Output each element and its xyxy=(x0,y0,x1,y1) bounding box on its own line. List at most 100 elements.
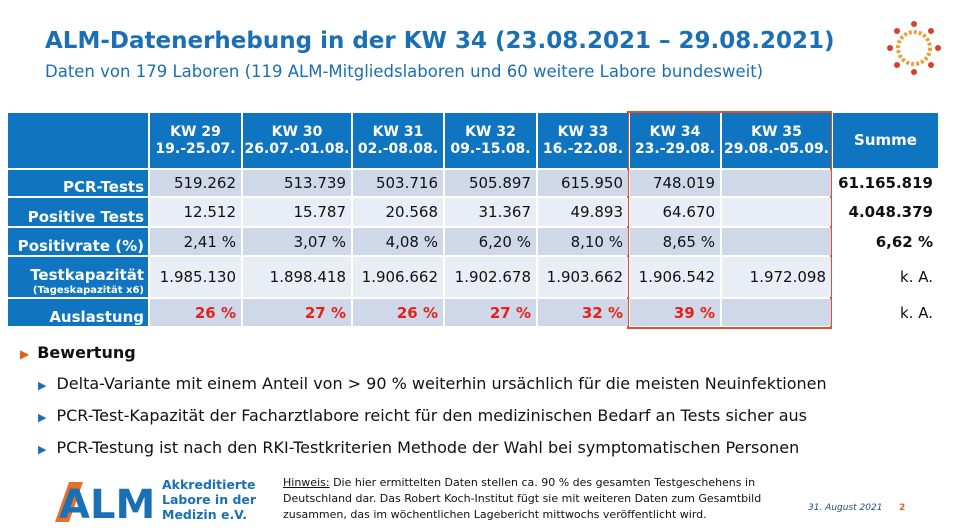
column-header-line: 26.07.-01.08. xyxy=(244,140,350,157)
table-cell: 49.893 xyxy=(538,198,628,226)
column-header: KW 32 09.-15.08. xyxy=(445,113,536,168)
column-header-line: KW 32 xyxy=(465,123,516,140)
column-header-line: KW 31 xyxy=(372,123,424,140)
table-cell: 31.367 xyxy=(445,198,536,226)
logo-line: Akkreditierte xyxy=(162,477,256,492)
date: 31. August 2021 xyxy=(808,503,883,513)
column-header: KW 29 19.-25.07. xyxy=(150,113,241,168)
column-header: KW 34 23.-29.08. xyxy=(630,113,720,168)
column-header: KW 31 02.-08.08. xyxy=(353,113,443,168)
row-label-line: Positivrate (%) xyxy=(17,237,144,255)
table-cell: 4,08 % xyxy=(353,228,443,255)
table-cell: 20.568 xyxy=(353,198,443,226)
column-header-line: KW 35 xyxy=(751,123,802,140)
column-header-line: KW 30 xyxy=(271,123,323,140)
table-cell: 64.670 xyxy=(630,198,720,226)
row-label-line: Testkapazität xyxy=(30,266,144,284)
table-cell: 1.903.662 xyxy=(538,257,628,297)
table-cell: 513.739 xyxy=(243,170,351,196)
table-cell: 6,20 % xyxy=(445,228,536,255)
column-header: KW 35 29.08.-05.09. xyxy=(722,113,831,168)
item-text: PCR-Test-Kapazität der Facharztlabore re… xyxy=(56,406,807,425)
table-cell: 615.950 xyxy=(538,170,628,196)
row-label-line: Positive Tests xyxy=(27,208,144,226)
bewertung-item: ▶ PCR-Testung ist nach den RKI-Testkriter… xyxy=(38,438,799,457)
table-cell xyxy=(722,228,831,255)
column-header-line: KW 34 xyxy=(649,123,701,140)
table-cell: 8,65 % xyxy=(630,228,720,255)
row-label: PCR-Tests xyxy=(8,170,148,196)
row-label: Auslastung xyxy=(8,299,148,326)
note: Hinweis: Die hier ermittelten Daten stel… xyxy=(283,475,763,523)
table-cell: 2,41 % xyxy=(150,228,241,255)
row-label-line: PCR-Tests xyxy=(62,178,144,196)
page-number: 2 xyxy=(899,503,906,513)
table-cell: 3,07 % xyxy=(243,228,351,255)
bullet: ▶ xyxy=(38,411,47,424)
column-header: KW 33 16.-22.08. xyxy=(538,113,628,168)
table-cell: 6,62 % xyxy=(833,228,938,255)
alm-logo: ALM xyxy=(55,482,155,523)
table-cell xyxy=(722,299,831,326)
column-header-line: Summe xyxy=(854,131,917,149)
table-cell: 61.165.819 xyxy=(833,170,938,196)
row-label: Positive Tests xyxy=(8,198,148,226)
table-cell: 1.902.678 xyxy=(445,257,536,297)
table-cell: 8,10 % xyxy=(538,228,628,255)
note-text: Die hier ermittelten Daten stellen ca. 9… xyxy=(283,476,762,521)
table-cell: 1.906.542 xyxy=(630,257,720,297)
column-header: Summe xyxy=(833,113,938,168)
column-header-line: 29.08.-05.09. xyxy=(723,140,829,157)
table-cell: 505.897 xyxy=(445,170,536,196)
table-cell xyxy=(722,198,831,226)
logo-line: Medizin e.V. xyxy=(162,507,247,522)
row-label-line: (Tageskapazität x6) xyxy=(32,285,144,296)
table-cell: 39 % xyxy=(630,299,720,326)
column-header-line: 19.-25.07. xyxy=(155,140,236,157)
table-cell: 748.019 xyxy=(630,170,720,196)
table-cell: 1.985.130 xyxy=(150,257,241,297)
column-header-line: KW 29 xyxy=(170,123,221,140)
column-header-line: 09.-15.08. xyxy=(450,140,531,157)
column-header-line: KW 33 xyxy=(557,123,609,140)
logo-line: Labore in der xyxy=(162,492,257,507)
row-label: Positivrate (%) xyxy=(8,228,148,255)
highlight-box xyxy=(627,111,832,329)
table-cell: k. A. xyxy=(833,299,938,326)
table-cell xyxy=(722,170,831,196)
logo-text: ALM xyxy=(59,482,155,523)
subtitle: Daten von 179 Laboren (119 ALM-Mitglieds… xyxy=(45,62,764,81)
item-text: PCR-Testung ist nach den RKI-Testkriteri… xyxy=(56,438,800,457)
table-cell: 27 % xyxy=(243,299,351,326)
table-cell: 27 % xyxy=(445,299,536,326)
table-cell: 12.512 xyxy=(150,198,241,226)
table-cell: 1.972.098 xyxy=(722,257,831,297)
title: ALM-Datenerhebung in der KW 34 (23.08.20… xyxy=(45,28,835,54)
table-cell: 26 % xyxy=(353,299,443,326)
table-cell: 519.262 xyxy=(150,170,241,196)
bewertung-heading: Bewertung xyxy=(37,343,136,362)
table-cell: 4.048.379 xyxy=(833,198,938,226)
header-corner xyxy=(8,113,148,168)
bewertung-item: ▶ Delta-Variante mit einem Anteil von > 9… xyxy=(38,374,827,393)
bewertung: ▶ Bewertung xyxy=(20,343,136,362)
table-cell: 503.716 xyxy=(353,170,443,196)
logo-lines: Akkreditierte Labore in der Medizin e.V. xyxy=(162,477,256,522)
column-header: KW 30 26.07.-01.08. xyxy=(243,113,351,168)
note-label: Hinweis: xyxy=(283,476,330,489)
bewertung-item: ▶ PCR-Test-Kapazität der Facharztlabore r… xyxy=(38,406,807,425)
table-cell: 32 % xyxy=(538,299,628,326)
table-cell: 1.898.418 xyxy=(243,257,351,297)
table-cell: 26 % xyxy=(150,299,241,326)
column-header-line: 02.-08.08. xyxy=(357,140,439,157)
item-text: Delta-Variante mit einem Anteil von > 90… xyxy=(56,374,827,393)
row-label: Testkapazität (Tageskapazität x6) xyxy=(8,257,148,297)
bullet: ▶ xyxy=(38,443,47,456)
bullet: ▶ xyxy=(38,379,47,392)
virus-icon xyxy=(887,21,941,75)
row-label-line: Auslastung xyxy=(49,308,144,326)
table-cell: k. A. xyxy=(833,257,938,297)
column-header-line: 16.-22.08. xyxy=(542,140,624,157)
table-cell: 15.787 xyxy=(243,198,351,226)
